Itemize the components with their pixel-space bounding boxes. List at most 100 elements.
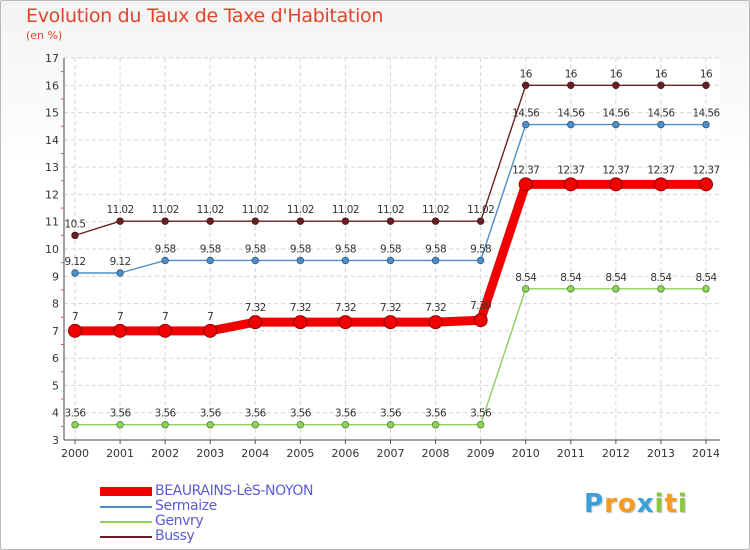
data-point: [431, 256, 440, 265]
data-label: 9.58: [200, 243, 221, 255]
data-label: 3.56: [245, 408, 267, 420]
y-tick-label: 8: [52, 298, 59, 311]
logo-letter: i: [654, 489, 665, 519]
logo-letter: r: [604, 489, 618, 519]
data-label: 9.58: [290, 243, 311, 255]
data-label: 3.56: [290, 408, 312, 420]
data-point: [657, 81, 665, 89]
legend-label: BEAURAINS-LèS-NOYON: [155, 483, 314, 499]
x-tick-label: 2004: [241, 447, 269, 460]
data-label: 7.32: [380, 302, 401, 314]
x-tick-label: 2000: [61, 447, 89, 460]
data-label: 11.02: [377, 204, 404, 216]
data-label: 7: [72, 311, 78, 323]
data-point: [293, 315, 308, 330]
data-label: 8.54: [560, 272, 582, 284]
data-label: 8.54: [515, 272, 537, 284]
data-point: [116, 269, 124, 277]
axes: [63, 58, 720, 441]
data-point: [431, 421, 440, 429]
data-label: 14.56: [647, 108, 675, 120]
data-point: [386, 256, 395, 265]
y-tick-label: 13: [45, 161, 59, 174]
logo-letter: P: [584, 489, 605, 519]
data-label: 11.02: [287, 204, 314, 216]
data-point: [161, 256, 169, 265]
data-point: [113, 323, 128, 338]
data-label: 3.56: [65, 408, 87, 420]
data-point: [338, 315, 353, 330]
logo-letter: x: [636, 489, 655, 519]
logo-letter: t: [664, 489, 678, 519]
data-point: [386, 421, 395, 429]
data-point: [699, 177, 713, 192]
y-tick-label: 14: [45, 134, 59, 147]
data-point: [161, 421, 169, 429]
data-label: 3.56: [335, 408, 357, 420]
data-point: [116, 421, 124, 429]
x-tick-label: 2010: [512, 447, 540, 460]
data-point: [206, 256, 214, 265]
x-tick-label: 2001: [106, 447, 134, 460]
data-point: [518, 177, 533, 192]
data-label: 9.58: [335, 243, 356, 255]
data-label: 9.12: [65, 256, 86, 268]
data-point: [612, 81, 620, 89]
data-label: 9.58: [425, 243, 446, 255]
data-label: 3.56: [155, 408, 177, 420]
x-tick-label: 2012: [602, 447, 630, 460]
legend-label: Sermaize: [155, 498, 217, 514]
data-point: [522, 81, 530, 89]
data-point: [296, 217, 305, 225]
series-sermaize: 9.12 9.12 9.58 9.58 9.58 9.58 9.58 9.58 9.58 9.58…: [65, 108, 721, 277]
x-tick-label: 2013: [647, 447, 675, 460]
series-bussy: 10.5 11.02 11.02 11.02 11.02 11.02 11.02 11.02 1…: [65, 68, 714, 240]
y-axis-unit: (en %): [26, 29, 63, 42]
data-label: 3.56: [380, 408, 402, 420]
legend-swatch: [100, 536, 152, 538]
data-point: [251, 421, 259, 429]
data-label: 3.56: [110, 408, 132, 420]
data-point: [68, 323, 82, 338]
y-tick-label: 12: [45, 188, 59, 201]
data-label: 3.56: [470, 408, 492, 420]
data-point: [386, 217, 395, 225]
data-label: 14.56: [512, 108, 540, 120]
data-label: 11.02: [242, 204, 269, 216]
x-tick-label: 2008: [422, 447, 450, 460]
data-point: [71, 421, 79, 429]
data-label: 7.32: [425, 302, 446, 314]
y-tick-label: 16: [45, 79, 59, 92]
logo-letter: o: [617, 489, 637, 519]
data-point: [476, 421, 485, 429]
y-tick-label: 9: [52, 270, 59, 283]
y-tick-label: 17: [45, 52, 59, 65]
data-point: [657, 285, 665, 293]
x-tick-label: 2005: [286, 447, 314, 460]
y-tick-label: 11: [45, 216, 59, 229]
y-tick-label: 6: [52, 352, 59, 365]
x-tick-label: 2002: [151, 447, 179, 460]
x-tick-label: 2007: [377, 447, 405, 460]
y-axis-ticks: 3 4 5 6 7 8 9 10 11 12 13 14 15 16 17: [45, 52, 64, 447]
data-label: 14.56: [602, 108, 630, 120]
data-point: [653, 177, 668, 192]
data-label: 8.54: [696, 272, 718, 284]
y-tick-label: 5: [52, 379, 59, 392]
data-label: 3.56: [200, 408, 222, 420]
data-point: [251, 256, 259, 265]
data-label: 16: [655, 68, 668, 80]
data-point: [383, 315, 398, 330]
data-label: 12.37: [692, 164, 719, 176]
data-label: 3.56: [425, 408, 447, 420]
data-label: 14.56: [557, 108, 585, 120]
data-point: [71, 231, 79, 240]
data-label: 11.02: [152, 204, 179, 216]
data-label: 11.02: [422, 204, 449, 216]
data-label: 7: [162, 311, 168, 323]
data-point: [522, 120, 530, 129]
data-point: [428, 315, 443, 330]
y-tick-label: 10: [45, 243, 59, 256]
data-point: [206, 421, 214, 429]
data-point: [71, 269, 79, 277]
